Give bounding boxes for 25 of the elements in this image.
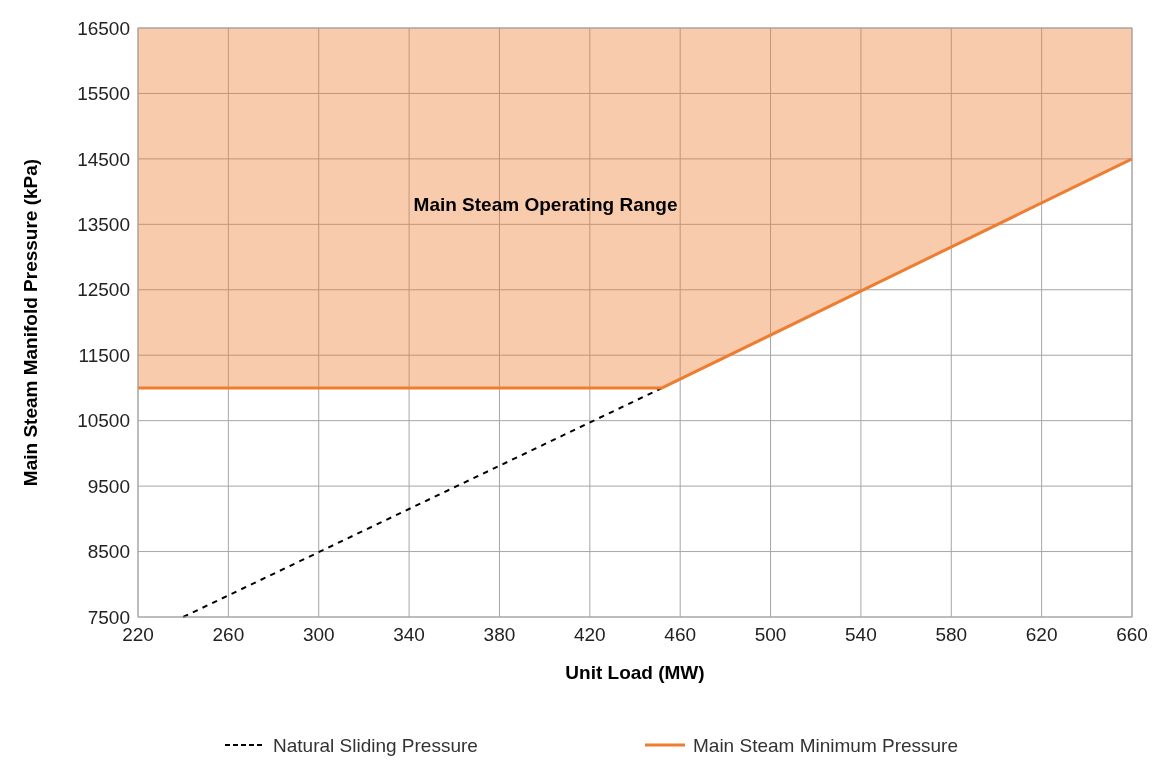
x-tick-label: 340	[393, 624, 425, 645]
y-tick-label: 13500	[77, 213, 130, 235]
x-tick-label: 260	[212, 624, 245, 645]
legend-label: Natural Sliding Pressure	[273, 734, 478, 756]
y-tick-label: 12500	[77, 279, 130, 301]
y-tick-label: 11500	[78, 344, 130, 366]
x-tick-label: 420	[573, 624, 606, 645]
x-tick-label: 500	[754, 624, 787, 645]
y-tick-label: 15500	[77, 83, 130, 105]
x-axis-title: Unit Load (MW)	[565, 662, 705, 683]
x-tick-label: 460	[664, 624, 697, 645]
y-tick-label: 9500	[87, 475, 130, 497]
y-tick-label: 14500	[77, 148, 130, 170]
x-tick-label: 660	[1116, 624, 1148, 645]
y-tick-label: 16500	[77, 17, 130, 39]
y-tick-label: 8500	[87, 541, 130, 563]
legend-label: Main Steam Minimum Pressure	[693, 734, 959, 756]
x-tick-label: 580	[935, 624, 968, 645]
y-tick-label: 10500	[77, 410, 130, 432]
x-tick-label: 300	[302, 624, 335, 645]
annotation: Main Steam Operating Range	[413, 193, 678, 215]
x-tick-label: 540	[845, 624, 877, 645]
x-tick-label: 380	[483, 624, 516, 645]
x-tick-label: 620	[1025, 624, 1058, 645]
y-axis-title: Main Steam Manifold Pressure (kPa)	[20, 158, 42, 487]
